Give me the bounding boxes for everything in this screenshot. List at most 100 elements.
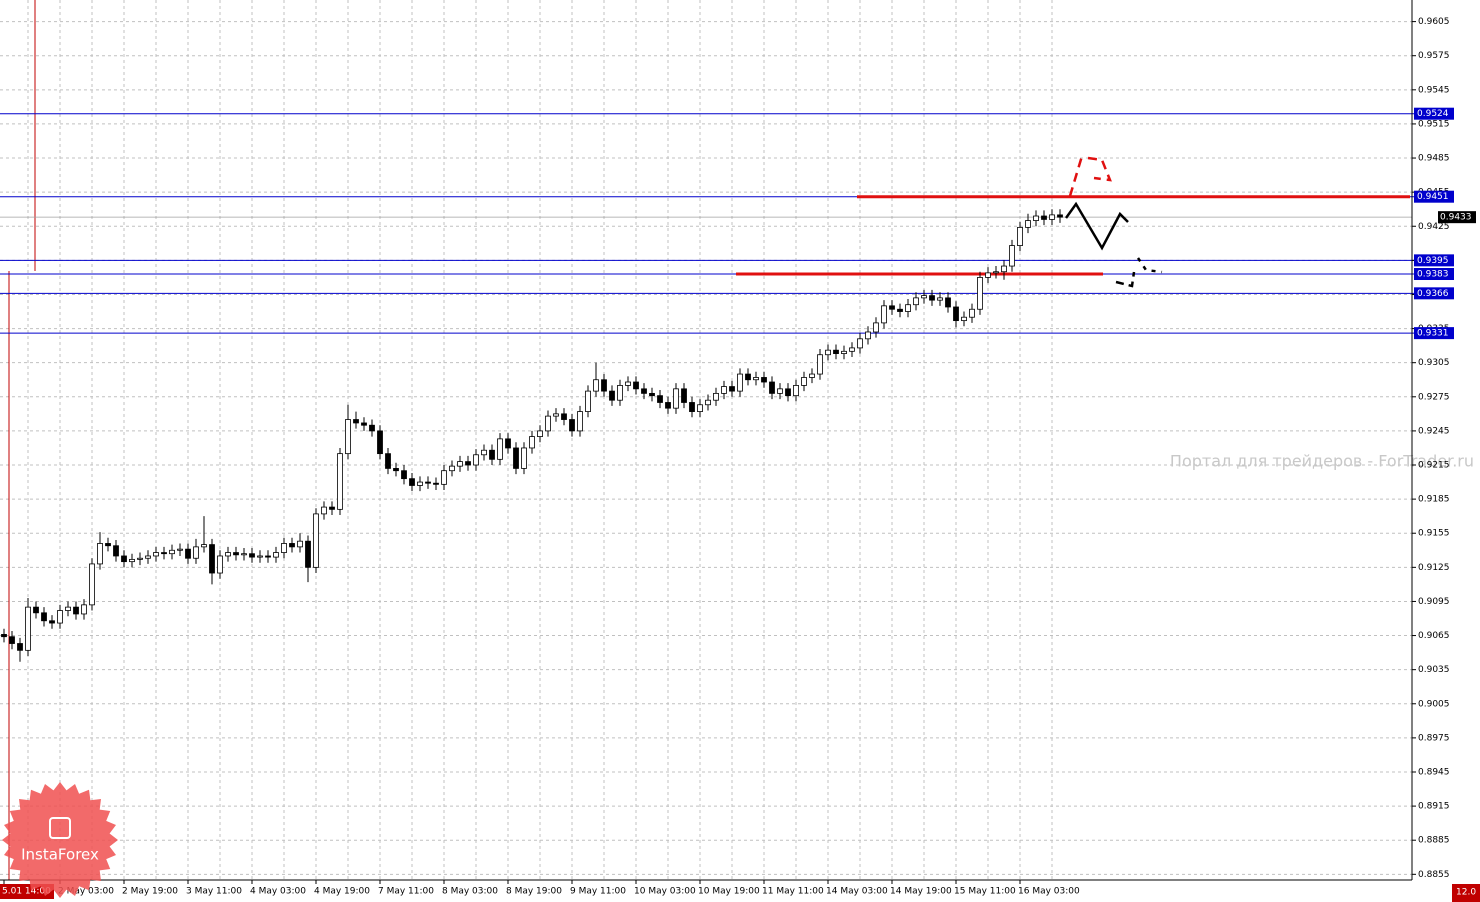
grid bbox=[0, 0, 1412, 880]
candle-body bbox=[281, 543, 287, 553]
candle-body bbox=[345, 419, 351, 455]
candle-body bbox=[697, 404, 703, 412]
candle-body bbox=[385, 453, 391, 469]
candle-body bbox=[449, 465, 455, 472]
candle-body bbox=[481, 449, 487, 456]
candle-body bbox=[241, 553, 247, 556]
candle-body bbox=[569, 419, 575, 432]
candle-body bbox=[65, 606, 71, 611]
candle-body bbox=[1049, 214, 1055, 220]
candle-body bbox=[809, 373, 815, 378]
candle-body bbox=[377, 430, 383, 455]
candle-body bbox=[233, 552, 239, 556]
candle-body bbox=[145, 555, 151, 559]
candle-body bbox=[937, 297, 943, 301]
candle-body bbox=[441, 470, 447, 485]
candle-body bbox=[1033, 215, 1039, 221]
level-label-box bbox=[1414, 254, 1454, 267]
candle-body bbox=[553, 413, 559, 417]
candle-body bbox=[329, 506, 335, 510]
level-label: 0.9524 bbox=[1417, 109, 1449, 119]
candle-body bbox=[977, 277, 983, 310]
candle-body bbox=[545, 415, 551, 432]
candle-body bbox=[745, 373, 751, 381]
candle-body bbox=[9, 636, 15, 644]
y-tick-label: 0.8855 bbox=[1418, 870, 1450, 880]
candle-body bbox=[849, 347, 855, 352]
time-marker: 12.0 bbox=[1456, 888, 1476, 898]
x-tick-label: 14 May 03:00 bbox=[826, 887, 888, 897]
x-tick-label: 10 May 03:00 bbox=[634, 887, 696, 897]
candle-body bbox=[929, 295, 935, 301]
level-label-box bbox=[1414, 190, 1454, 203]
x-tick-label: 15 May 11:00 bbox=[954, 887, 1016, 897]
candle-body bbox=[801, 377, 807, 386]
forecast-arrow bbox=[1068, 155, 1084, 197]
candle-body bbox=[913, 297, 919, 306]
level-label-box bbox=[1414, 327, 1454, 340]
y-tick-label: 0.9425 bbox=[1418, 222, 1450, 232]
level-label: 0.9366 bbox=[1417, 289, 1449, 299]
candle-body bbox=[33, 606, 39, 614]
y-tick-label: 0.9305 bbox=[1418, 358, 1450, 368]
candle-body bbox=[193, 546, 199, 559]
x-tick-label: 2 May 03:00 bbox=[58, 887, 114, 897]
level-label-box bbox=[1414, 287, 1454, 300]
candle-body bbox=[225, 552, 231, 557]
logo-text: InstaForex bbox=[21, 846, 99, 864]
candle-body bbox=[705, 399, 711, 406]
candle-body bbox=[497, 438, 503, 460]
level-label: 0.9383 bbox=[1417, 270, 1449, 280]
forecast-arrow bbox=[1087, 156, 1112, 182]
level-label: 0.9395 bbox=[1417, 256, 1449, 266]
candle-body bbox=[1041, 215, 1047, 220]
candle-body bbox=[1009, 245, 1015, 267]
candle-body bbox=[473, 454, 479, 466]
candle-body bbox=[721, 386, 727, 394]
y-tick-label: 0.9515 bbox=[1418, 119, 1450, 129]
candle-body bbox=[585, 390, 591, 412]
candle-body bbox=[817, 354, 823, 375]
candle-body bbox=[1017, 226, 1023, 246]
x-tick-label: 3 May 11:00 bbox=[186, 887, 242, 897]
y-tick-label: 0.8915 bbox=[1418, 802, 1450, 812]
candle-body bbox=[217, 555, 223, 574]
candle-body bbox=[129, 558, 135, 563]
candle-body bbox=[369, 424, 375, 432]
level-label-box bbox=[1414, 268, 1454, 281]
candle-body bbox=[1025, 220, 1031, 228]
candle-body bbox=[1, 634, 7, 638]
level-label-box bbox=[1414, 107, 1454, 120]
x-tick-label: 8 May 03:00 bbox=[442, 887, 498, 897]
candle-body bbox=[577, 411, 583, 432]
candle-body bbox=[313, 513, 319, 568]
candle-body bbox=[465, 461, 471, 466]
y-tick-label: 0.9605 bbox=[1418, 17, 1450, 27]
candle-body bbox=[457, 461, 463, 467]
candle-body bbox=[617, 385, 623, 401]
logo-icon bbox=[49, 817, 71, 839]
x-tick-label: 8 May 19:00 bbox=[506, 887, 562, 897]
candle-body bbox=[641, 388, 647, 394]
candle-body bbox=[113, 545, 119, 557]
candle-body bbox=[57, 610, 63, 624]
level-label: 0.9451 bbox=[1417, 192, 1449, 202]
candle-body bbox=[793, 385, 799, 397]
candle-body bbox=[673, 388, 679, 409]
candle-body bbox=[401, 470, 407, 480]
y-tick-label: 0.9065 bbox=[1418, 631, 1450, 641]
candle-body bbox=[649, 392, 655, 397]
candle-body bbox=[137, 557, 143, 560]
candle-body bbox=[121, 555, 127, 563]
x-tick-label: 10 May 19:00 bbox=[698, 887, 760, 897]
candle-body bbox=[593, 379, 599, 392]
candle-body bbox=[881, 305, 887, 324]
x-tick-label: 2 May 19:00 bbox=[122, 887, 178, 897]
candle-body bbox=[273, 552, 279, 558]
candle-body bbox=[897, 308, 903, 312]
candle-body bbox=[361, 422, 367, 426]
candle-body bbox=[161, 552, 167, 555]
x-tick-label: 9 May 11:00 bbox=[570, 887, 626, 897]
candle-body bbox=[857, 338, 863, 349]
